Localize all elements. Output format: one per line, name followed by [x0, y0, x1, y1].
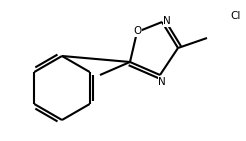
Text: N: N [163, 16, 171, 26]
Text: N: N [158, 77, 166, 87]
Text: Cl: Cl [230, 11, 240, 21]
Text: O: O [133, 26, 141, 36]
